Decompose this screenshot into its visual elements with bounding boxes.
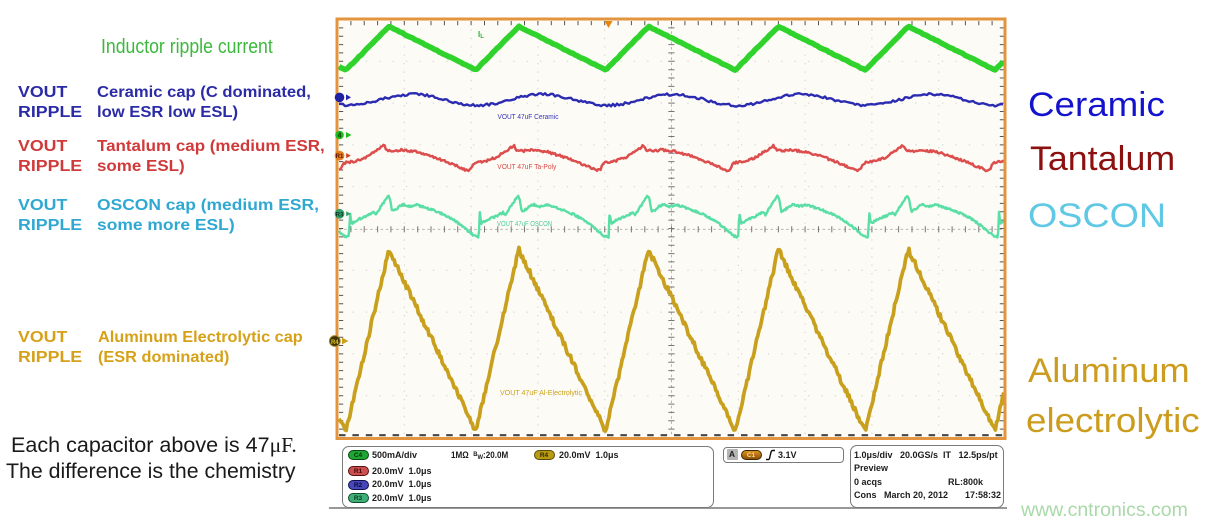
svg-text:4: 4 <box>338 133 342 140</box>
svg-text:VOUT 47uF Ta-Poly: VOUT 47uF Ta-Poly <box>497 164 556 171</box>
svg-text:IL: IL <box>478 30 484 40</box>
svg-text:VOUT 47uF Ceramic: VOUT 47uF Ceramic <box>498 114 559 121</box>
svg-text:R4: R4 <box>331 340 339 346</box>
svg-text:R3: R3 <box>336 212 344 218</box>
svg-text:R1: R1 <box>336 154 344 160</box>
svg-text:VOUT 47uF OSCON: VOUT 47uF OSCON <box>497 221 552 228</box>
svg-text:VOUT 47uF Al-Electrolytic: VOUT 47uF Al-Electrolytic <box>500 390 582 397</box>
